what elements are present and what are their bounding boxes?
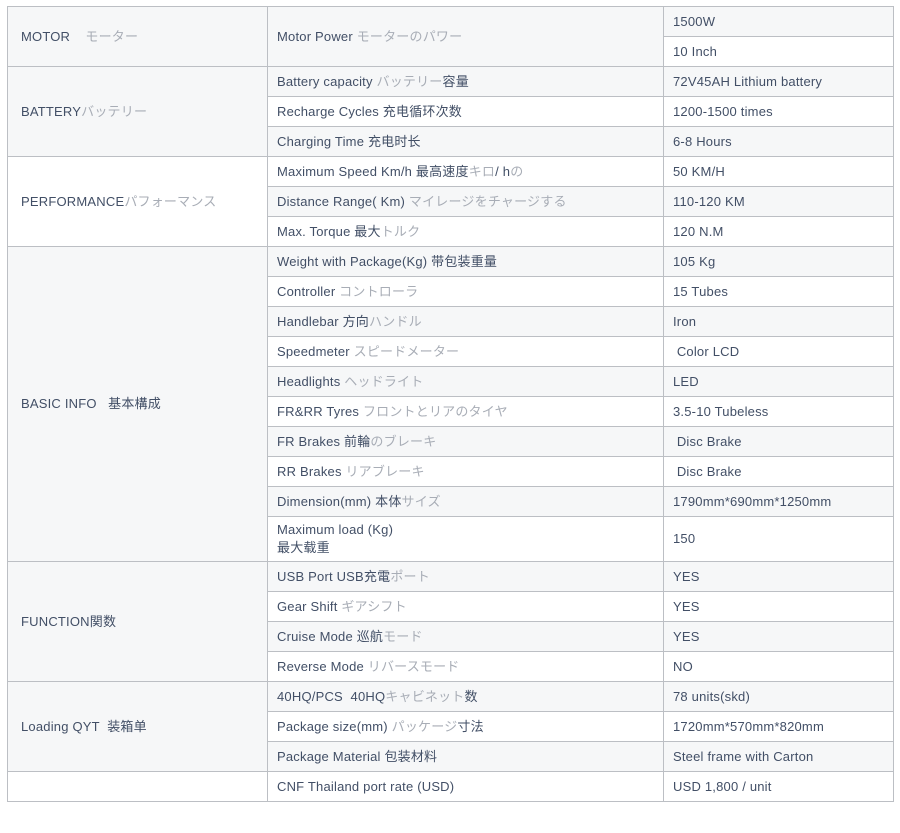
spec-label-cell: USB Port USB充電ポート — [267, 561, 664, 592]
spec-value-cell: Iron — [663, 306, 894, 337]
spec-label-cell: FR Brakes 前輪のブレーキ — [267, 426, 664, 457]
category-cell-basic-info: BASIC INFO 基本構成 — [7, 246, 268, 562]
spec-value-cell: YES — [663, 591, 894, 622]
spec-value-cell: 3.5-10 Tubeless — [663, 396, 894, 427]
spec-label-cell: Weight with Package(Kg) 带包装重量 — [267, 246, 664, 277]
kana-translation-text: モード — [383, 628, 423, 644]
spec-value-cell: 1720mm*570mm*820mm — [663, 711, 894, 742]
table-row: Distance Range( Km) マイレージをチャージする 110-120… — [7, 186, 894, 217]
kana-translation-text: ギアシフト — [341, 598, 407, 614]
spec-label-cell: Reverse Mode リバースモード — [267, 651, 664, 682]
spec-label-cell: Maximum load (Kg) 最大载重 — [267, 516, 664, 562]
spec-label-cell: Cruise Mode 巡航モード — [267, 621, 664, 652]
spec-value-cell: 15 Tubes — [663, 276, 894, 307]
kana-translation-text: リバースモード — [367, 658, 460, 674]
spec-value-cell: USD 1,800 / unit — [663, 771, 894, 802]
spec-label-cell: Headlights ヘッドライト — [267, 366, 664, 397]
spec-label-cell: FR&RR Tyres フロントとリアのタイヤ — [267, 396, 664, 427]
spec-value-cell: 50 KM/H — [663, 156, 894, 187]
spec-value-cell: Steel frame with Carton — [663, 741, 894, 772]
spec-value-cell: YES — [663, 561, 894, 592]
spec-label-cell: Gear Shift ギアシフト — [267, 591, 664, 622]
category-cell-loading-qyt: Loading QYT 装箱单 — [7, 681, 268, 772]
spec-value-cell: 72V45AH Lithium battery — [663, 66, 894, 97]
spec-value-cell: 1200-1500 times — [663, 96, 894, 127]
kana-translation-text: サイズ — [401, 493, 441, 509]
spec-label-cell: Motor Power モーターのパワー — [267, 6, 664, 67]
spec-label-cell: Battery capacity バッテリー容量 — [267, 66, 664, 97]
kana-translation-text: キロ — [468, 163, 496, 179]
spec-label-cell: Charging Time 充电时长 — [267, 126, 664, 157]
kana-translation-text: の — [510, 163, 524, 179]
spec-value-cell: Disc Brake — [663, 456, 894, 487]
category-cell-motor: MOTOR モーター — [7, 6, 268, 67]
kana-translation-text: スピードメーター — [353, 343, 460, 359]
spec-label-cell: Package Material 包装材料 — [267, 741, 664, 772]
spec-label-cell: CNF Thailand port rate (USD) — [267, 771, 664, 802]
spec-label-cell: Recharge Cycles 充电循环次数 — [267, 96, 664, 127]
table-row: MOTOR モーター Motor Power モーターのパワー 1500W — [7, 6, 894, 67]
kana-translation-text: バッテリー — [376, 73, 443, 89]
table-row: BASIC INFO 基本構成 Weight with Package(Kg) … — [7, 246, 894, 562]
kana-translation-text: コントローラ — [339, 283, 419, 299]
spec-label-cell: Package size(mm) パッケージ寸法 — [267, 711, 664, 742]
kana-translation-text: パフォーマンス — [124, 193, 217, 209]
table-row: BATTERYバッテリー Battery capacity バッテリー容量 72… — [7, 66, 894, 157]
kana-translation-text: トルク — [380, 223, 421, 239]
spec-label-cell: 40HQ/PCS 40HQキャビネット数 — [267, 681, 664, 712]
kana-translation-text: ポート — [390, 568, 430, 584]
spec-label-cell: Handlebar 方向ハンドル — [267, 306, 664, 337]
spec-value-cell: 120 N.M — [663, 216, 894, 247]
spec-label-cell: Dimension(mm) 本体サイズ — [267, 486, 664, 517]
spec-label-cell: Controller コントローラ — [267, 276, 664, 307]
kana-translation-text: バッテリー — [81, 103, 148, 119]
spec-value-cell: 1500W — [663, 6, 894, 37]
spec-value-cell: Color LCD — [663, 336, 894, 367]
spec-value-cell: Disc Brake — [663, 426, 894, 457]
category-cell-function: FUNCTION関数 — [7, 561, 268, 682]
spec-label-cell: RR Brakes リアブレーキ — [267, 456, 664, 487]
spec-value-cell: 78 units(skd) — [663, 681, 894, 712]
table-row: CNF Thailand port rate (USD) USD 1,800 /… — [7, 771, 894, 802]
kana-translation-text: マイレージをチャージする — [408, 193, 567, 209]
spec-label-cell: Max. Torque 最大トルク — [267, 216, 664, 247]
table-row: FUNCTION関数 USB Port USB充電ポート YES — [7, 561, 894, 682]
category-cell-empty — [7, 771, 268, 802]
table-row: PERFORMANCEパフォーマンス Maximum Speed Km/h 最高… — [7, 156, 894, 247]
kana-translation-text: フロントとリアのタイヤ — [362, 403, 508, 419]
spec-label-cell: Maximum Speed Km/h 最高速度キロ/ hの — [267, 156, 664, 187]
spec-value-cell: 110-120 KM — [663, 186, 894, 217]
table-row: Loading QYT 装箱单 40HQ/PCS 40HQキャビネット数 78 … — [7, 681, 894, 772]
spec-value-cell: 150 — [663, 516, 894, 562]
spec-value-cell: NO — [663, 651, 894, 682]
kana-translation-text: モーター — [85, 28, 139, 44]
table-row: Charging Time 充电时长 6-8 Hours — [7, 126, 894, 157]
category-cell-battery: BATTERYバッテリー — [7, 66, 268, 157]
spec-value-cell: 105 Kg — [663, 246, 894, 277]
kana-translation-text: のブレーキ — [370, 433, 437, 449]
kana-translation-text: モーターのパワー — [356, 28, 463, 44]
kana-translation-text: キャビネット — [385, 688, 465, 704]
kana-translation-text: ヘッドライト — [344, 373, 424, 389]
spec-label-cell: Distance Range( Km) マイレージをチャージする — [267, 186, 664, 217]
spec-value-cell: LED — [663, 366, 894, 397]
kana-translation-text: リアブレーキ — [345, 463, 425, 479]
spec-value-cell: 10 Inch — [663, 36, 894, 67]
spec-value-cell: 1790mm*690mm*1250mm — [663, 486, 894, 517]
kana-translation-text: パッケージ — [391, 718, 458, 734]
category-cell-performance: PERFORMANCEパフォーマンス — [7, 156, 268, 247]
spec-label-cell: Speedmeter スピードメーター — [267, 336, 664, 367]
kana-translation-text: ハンドル — [369, 313, 422, 329]
product-spec-table: MOTOR モーター Motor Power モーターのパワー 1500W 10… — [7, 6, 894, 802]
spec-value-cell: 6-8 Hours — [663, 126, 894, 157]
spec-value-cell: YES — [663, 621, 894, 652]
